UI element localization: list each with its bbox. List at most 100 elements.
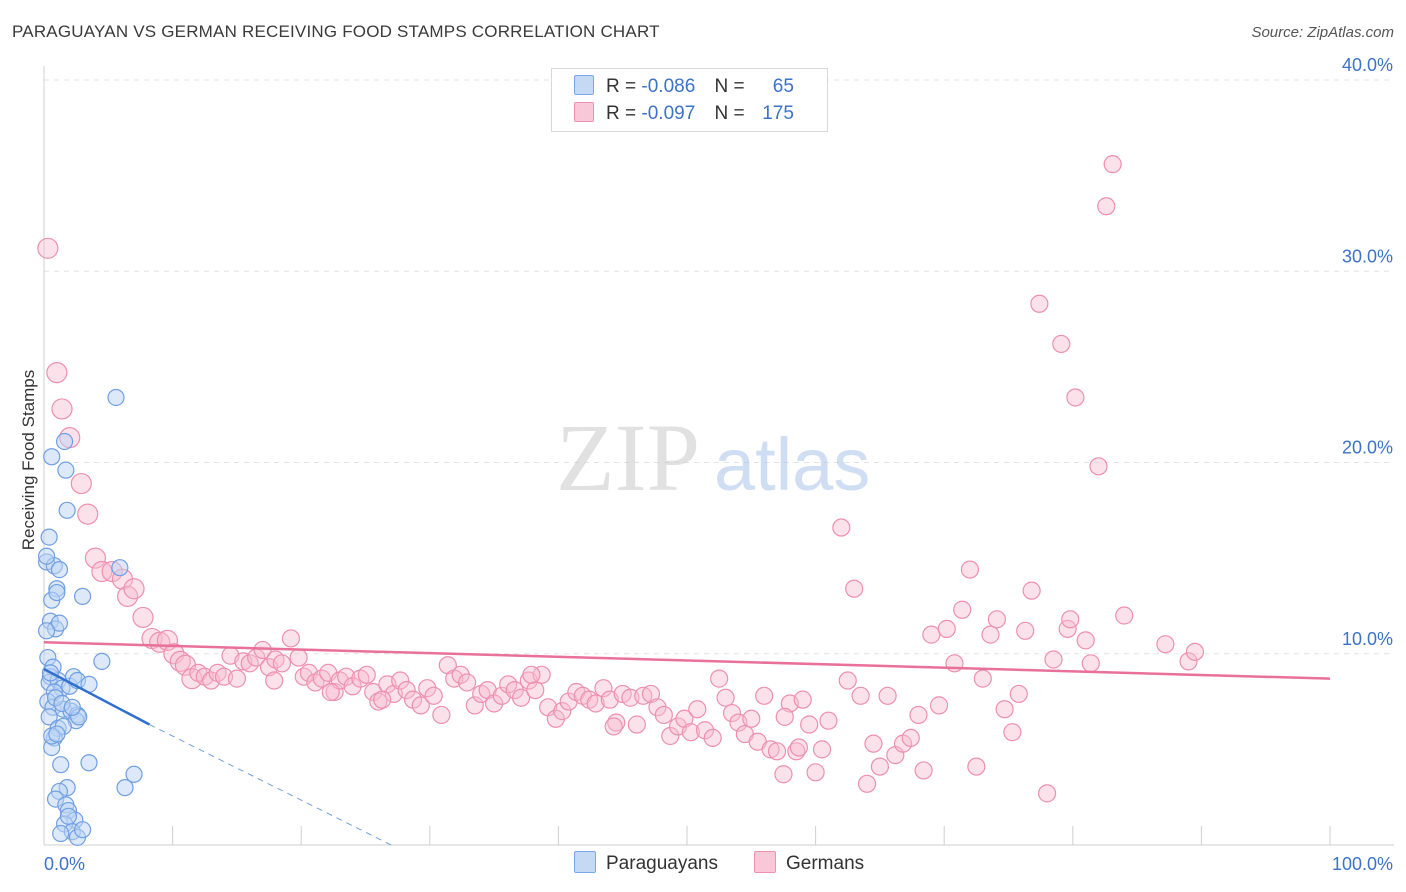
german-point [914, 761, 933, 780]
paraguayan-point [107, 388, 125, 407]
r-label: R = [606, 76, 637, 97]
germans-legend-label: Germans [786, 853, 865, 874]
german-point [526, 680, 545, 700]
german-point [793, 690, 812, 709]
german-point [953, 600, 972, 619]
paraguayan-point [125, 765, 143, 783]
german-point [838, 671, 857, 690]
y-tick-label: 10.0% [1342, 629, 1393, 649]
paraguayan-point [48, 725, 66, 743]
german-point [995, 700, 1014, 719]
paraguayan-point [58, 501, 76, 519]
paraguayans-legend-label: Paraguayans [606, 853, 718, 874]
tick-labels: 10.0% 20.0% 30.0% 40.0% 0.0% 100.0% [44, 55, 1393, 874]
german-point [1097, 197, 1116, 216]
german-point [755, 686, 774, 705]
german-point [265, 671, 284, 690]
german-point [1022, 581, 1041, 600]
german-point [681, 723, 700, 742]
legend-row-germans: R = -0.097 N = 175 [574, 102, 794, 126]
paraguayans-r-value: -0.086 [641, 76, 696, 97]
paraguayan-point [52, 756, 70, 774]
german-point [1066, 388, 1085, 407]
german-point [1156, 635, 1175, 654]
german-point [512, 688, 531, 707]
y-tick-label: 20.0% [1342, 438, 1393, 458]
german-point [774, 765, 793, 784]
german-point [851, 686, 870, 705]
paraguayan-point [50, 560, 69, 579]
german-point [716, 688, 735, 707]
n-label: N = [714, 76, 745, 97]
german-point [1044, 650, 1063, 669]
paraguayan-point [93, 652, 111, 671]
paraguayan-trend-line [43, 667, 151, 726]
n-label: N = [714, 103, 745, 124]
german-point [457, 673, 477, 692]
paraguayan-point [80, 754, 98, 772]
german-point [722, 703, 742, 723]
german-point [1009, 684, 1028, 704]
german-point [654, 705, 673, 725]
german-point [132, 606, 154, 629]
german-point [1089, 457, 1108, 476]
german-point [878, 686, 897, 705]
german-point [586, 694, 605, 713]
germans-swatch [574, 102, 594, 122]
grid-lines [44, 79, 1394, 655]
german-point [123, 578, 145, 600]
paraguayan-point [57, 461, 75, 479]
x-tick-label-min: 0.0% [44, 854, 85, 874]
german-point [761, 740, 780, 759]
german-point [357, 665, 376, 684]
german-point [800, 715, 819, 734]
german-point [870, 757, 890, 776]
paraguayans-swatch [574, 75, 594, 95]
correlation-legend: R = -0.086 N = 65 R = -0.097 N = 175 [551, 68, 828, 132]
german-point [391, 671, 410, 690]
german-point [1179, 652, 1198, 671]
german-point [373, 690, 392, 709]
german-point [46, 362, 68, 384]
german-point [553, 702, 572, 721]
german-point [594, 679, 613, 698]
german-point [465, 696, 484, 715]
paraguayan-point [43, 448, 61, 466]
german-point [397, 680, 416, 700]
german-point [70, 472, 92, 495]
paraguayan-points [37, 388, 143, 846]
paraguayan-point [37, 622, 56, 640]
german-point [1003, 723, 1022, 742]
german-point [522, 665, 541, 684]
german-point [703, 728, 722, 748]
paraguayan-trend-extension [149, 724, 392, 846]
german-point [281, 629, 301, 648]
german-point [1052, 334, 1071, 354]
german-point [37, 237, 59, 259]
paraguayans-n-value: 65 [772, 76, 794, 97]
paraguayan-point [116, 779, 134, 797]
german-point [1016, 621, 1035, 640]
german-point [845, 579, 864, 598]
germans-r-value: -0.097 [641, 103, 696, 124]
german-point [604, 717, 623, 736]
german-point [987, 610, 1007, 629]
paraguayan-point [73, 587, 92, 605]
german-point [627, 715, 646, 734]
x-tick-label-max: 100.0% [1332, 854, 1393, 874]
germans-n-value: 175 [762, 103, 794, 124]
chart-title: PARAGUAYAN VS GERMAN RECEIVING FOOD STAM… [12, 22, 660, 41]
paraguayan-point [40, 708, 58, 726]
german-points [37, 155, 1205, 803]
german-point [806, 763, 825, 782]
trend-lines [43, 641, 1331, 846]
paraguayan-point [55, 432, 74, 451]
german-point [973, 669, 992, 688]
paraguayan-point [50, 614, 69, 632]
german-point [432, 705, 451, 725]
german-point [922, 625, 941, 644]
german-point [272, 654, 292, 673]
german-point [1030, 294, 1049, 313]
germans-legend-swatch [754, 851, 776, 873]
